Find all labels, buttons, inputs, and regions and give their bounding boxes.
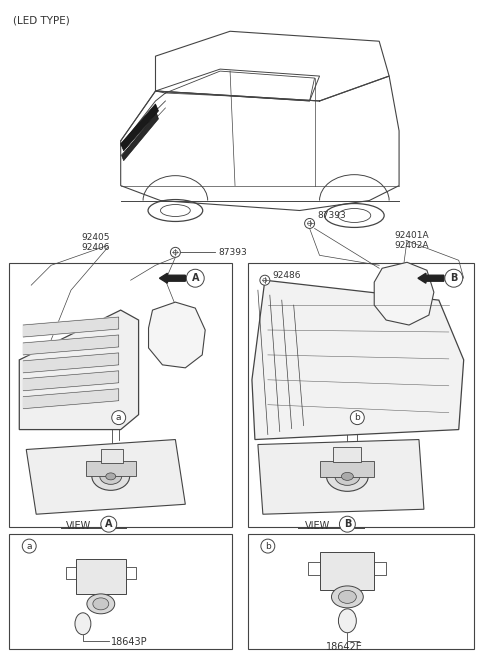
Circle shape bbox=[445, 269, 463, 287]
Polygon shape bbox=[23, 389, 119, 408]
Circle shape bbox=[261, 539, 275, 553]
Bar bbox=[76, 559, 126, 594]
Ellipse shape bbox=[87, 594, 115, 614]
Bar bbox=[320, 461, 374, 477]
Ellipse shape bbox=[92, 463, 130, 490]
Ellipse shape bbox=[326, 461, 368, 491]
Bar bbox=[248, 534, 474, 648]
Bar bbox=[334, 447, 361, 463]
Text: 92401A: 92401A bbox=[394, 231, 429, 240]
Text: B: B bbox=[344, 519, 351, 529]
Polygon shape bbox=[120, 104, 158, 151]
Text: VIEW: VIEW bbox=[305, 521, 330, 531]
Polygon shape bbox=[374, 262, 434, 325]
FancyArrow shape bbox=[159, 273, 185, 283]
Ellipse shape bbox=[75, 613, 91, 635]
Ellipse shape bbox=[106, 473, 116, 480]
Polygon shape bbox=[23, 353, 119, 373]
Text: a: a bbox=[26, 541, 32, 551]
Text: 18642E: 18642E bbox=[326, 642, 363, 652]
Bar bbox=[248, 263, 474, 527]
Text: 87393: 87393 bbox=[318, 211, 346, 220]
Text: 87393: 87393 bbox=[218, 248, 247, 257]
Bar bbox=[9, 534, 232, 648]
Bar bbox=[101, 449, 123, 463]
Text: 92402A: 92402A bbox=[394, 241, 429, 250]
Polygon shape bbox=[122, 113, 158, 161]
Polygon shape bbox=[23, 335, 119, 355]
Text: A: A bbox=[192, 273, 199, 283]
Polygon shape bbox=[23, 371, 119, 391]
Circle shape bbox=[22, 539, 36, 553]
Ellipse shape bbox=[335, 467, 360, 485]
Text: B: B bbox=[450, 273, 457, 283]
Ellipse shape bbox=[341, 473, 353, 481]
Ellipse shape bbox=[338, 609, 356, 633]
Circle shape bbox=[305, 219, 314, 229]
Ellipse shape bbox=[100, 469, 122, 485]
Ellipse shape bbox=[332, 586, 363, 608]
Circle shape bbox=[101, 516, 117, 532]
Circle shape bbox=[350, 410, 364, 424]
Circle shape bbox=[170, 247, 180, 257]
Text: A: A bbox=[105, 519, 112, 529]
Bar bbox=[86, 461, 136, 477]
Polygon shape bbox=[23, 317, 119, 337]
Bar bbox=[320, 552, 374, 590]
Bar bbox=[9, 263, 232, 527]
Text: VIEW: VIEW bbox=[66, 521, 91, 531]
Text: 92405: 92405 bbox=[81, 233, 109, 242]
Text: b: b bbox=[354, 413, 360, 422]
Polygon shape bbox=[252, 280, 464, 440]
Text: (LED TYPE): (LED TYPE) bbox=[13, 15, 70, 25]
Text: 92406: 92406 bbox=[81, 243, 109, 252]
Circle shape bbox=[112, 410, 126, 424]
Circle shape bbox=[186, 269, 204, 287]
Text: b: b bbox=[265, 541, 271, 551]
FancyArrow shape bbox=[418, 273, 444, 283]
Ellipse shape bbox=[338, 590, 356, 603]
Polygon shape bbox=[148, 302, 205, 368]
Text: 18643P: 18643P bbox=[111, 637, 147, 646]
Circle shape bbox=[260, 275, 270, 285]
Polygon shape bbox=[258, 440, 424, 514]
Ellipse shape bbox=[93, 598, 109, 610]
Polygon shape bbox=[26, 440, 185, 514]
Text: a: a bbox=[116, 413, 121, 422]
Text: 92486: 92486 bbox=[273, 271, 301, 280]
Circle shape bbox=[339, 516, 355, 532]
Polygon shape bbox=[19, 310, 139, 430]
